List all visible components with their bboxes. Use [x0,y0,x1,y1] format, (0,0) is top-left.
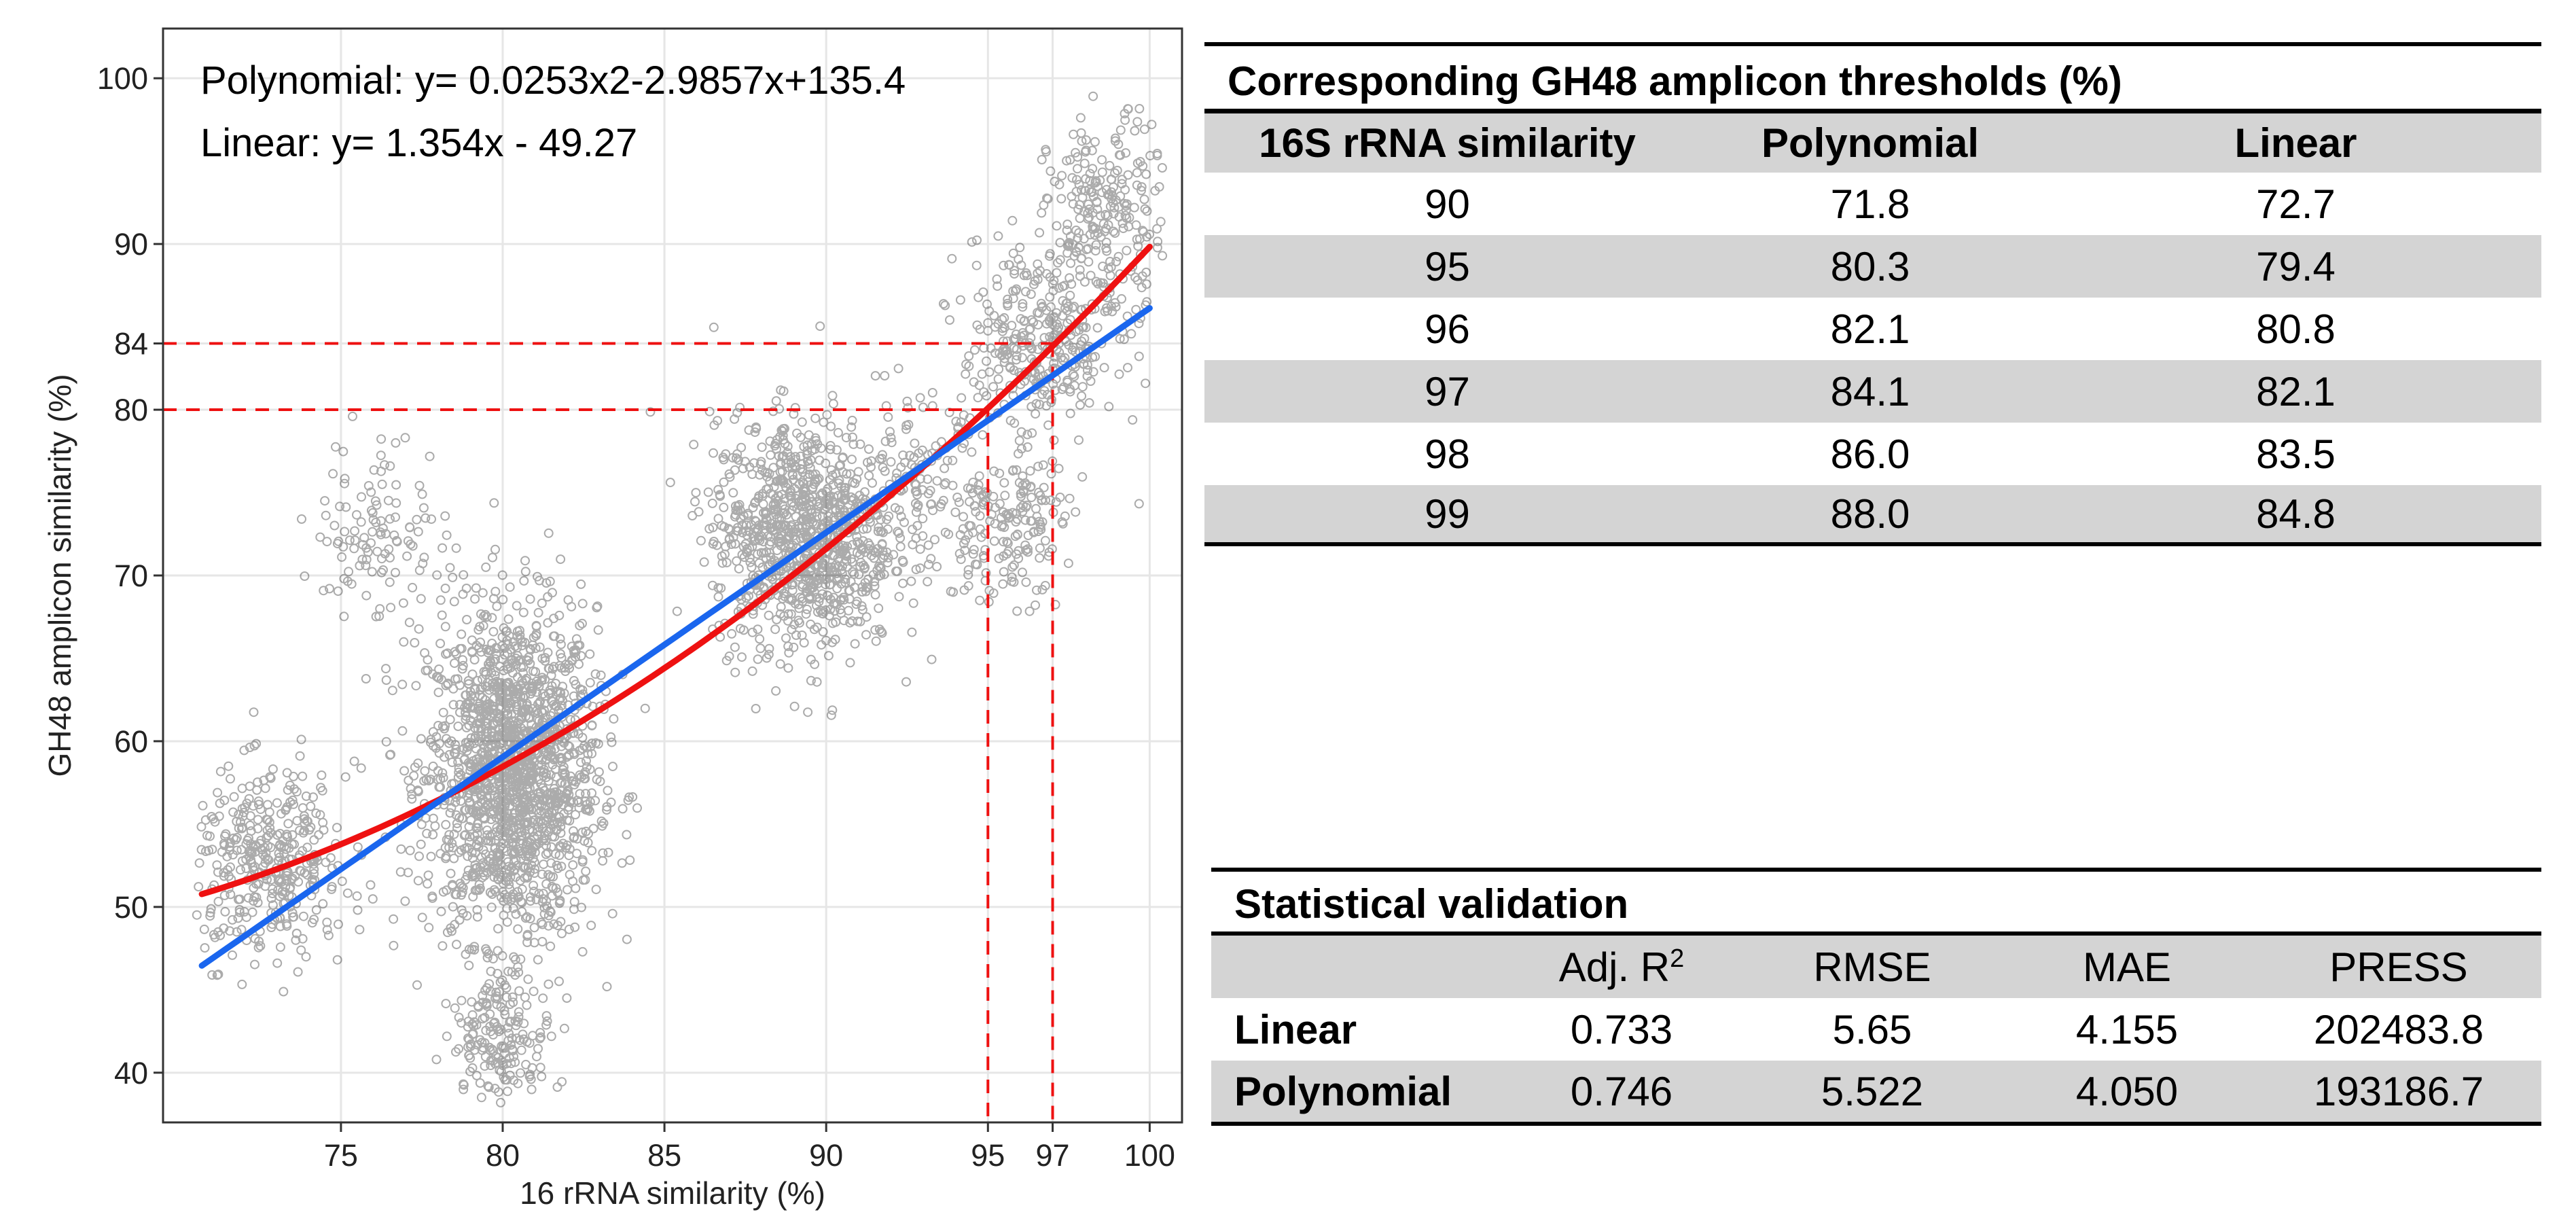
axis-ticks: 75 80 85 90 95 97 100 40 50 60 70 80 84 90 100 [97,61,1175,1173]
cell-model: Linear [1234,1006,1357,1052]
cell-polynomial: 84.1 [1830,368,1910,414]
cell-linear: 83.5 [2256,431,2336,477]
threshold-lines [163,342,1054,1122]
x-tick-label: 100 [1124,1138,1175,1173]
y-tick-label: 40 [114,1056,148,1090]
x-tick-label: 75 [324,1138,358,1173]
cell-16s: 95 [1425,243,1470,289]
bottom-rule [1211,1122,2541,1126]
scatter-chart: 75 80 85 90 95 97 100 40 50 60 70 80 84 90 100 Polynom… [42,27,1183,1211]
cell-16s: 90 [1425,181,1470,227]
x-tick-label: 95 [971,1138,1005,1173]
polynomial-fit-line [198,243,1153,898]
table-row: 98 86.0 83.5 [1204,423,2541,485]
cell-rmse: 5.522 [1821,1068,1924,1114]
x-tick-label: 97 [1035,1138,1069,1173]
table-row: 90 71.8 72.7 [1204,173,2541,235]
cell-rmse: 5.65 [1832,1006,1912,1052]
y-tick-label: 70 [114,558,148,593]
cell-16s: 96 [1425,306,1470,352]
col-header-linear: Linear [2234,120,2357,166]
x-tick-label: 90 [809,1138,843,1173]
y-tick-label: 50 [114,890,148,925]
cell-16s: 97 [1425,368,1470,414]
x-tick-label: 85 [647,1138,681,1173]
col-header-16s: 16S rRNA similarity [1259,120,1636,166]
bottom-rule [1204,542,2541,546]
adj-r-label: Adj. R [1558,944,1670,990]
cell-press: 202483.8 [2313,1006,2484,1052]
cell-adj-r2: 0.746 [1570,1068,1673,1114]
cell-linear: 84.8 [2256,491,2336,537]
cell-linear: 72.7 [2256,181,2336,227]
cell-model: Polynomial [1234,1068,1452,1114]
polynomial-equation: Polynomial: y= 0.0253x2-2.9857x+135.4 [200,58,906,103]
cell-polynomial: 80.3 [1830,243,1910,289]
x-tick-label: 80 [486,1138,520,1173]
header-rule [1204,109,2541,113]
top-rule [1204,42,2541,46]
table-row: 97 84.1 82.1 [1204,360,2541,423]
y-tick-label: 80 [114,393,148,427]
fit-lines [198,243,1153,969]
cell-mae: 4.155 [2075,1006,2179,1052]
linear-equation: Linear: y= 1.354x - 49.27 [200,121,637,165]
col-header-adj-r2: Adj. R2 [1497,944,1747,991]
validation-header-row: Adj. R2 RMSE MAE PRESS [1211,936,2541,998]
col-header-mae: MAE [2082,944,2172,990]
y-tick-label: 90 [114,227,148,262]
table-row: 95 80.3 79.4 [1204,235,2541,298]
thresholds-table-title: Corresponding GH48 amplicon thresholds (… [1228,58,2122,104]
cell-adj-r2: 0.733 [1570,1006,1673,1052]
r-squared-superscript: 2 [1670,944,1685,973]
cell-linear: 79.4 [2256,243,2336,289]
y-tick-label: 60 [114,724,148,759]
table-row: 96 82.1 80.8 [1204,298,2541,360]
validation-table-title: Statistical validation [1234,881,1629,927]
cell-linear: 82.1 [2256,368,2336,414]
cell-press: 193186.7 [2313,1068,2484,1114]
thresholds-table: Corresponding GH48 amplicon thresholds (… [1204,42,2541,546]
cell-polynomial: 88.0 [1830,491,1910,537]
thresholds-header-row: 16S rRNA similarity Polynomial Linear [1204,113,2541,173]
cell-polynomial: 82.1 [1830,306,1910,352]
cell-linear: 80.8 [2256,306,2336,352]
y-tick-label: 84 [114,326,148,361]
header-rule [1211,931,2541,936]
cell-16s: 99 [1425,491,1470,537]
top-rule [1211,868,2541,872]
grid-layer [163,29,1182,1122]
col-header-polynomial: Polynomial [1761,120,1980,166]
y-axis-title: GH48 amplicon similarity (%) [42,374,77,777]
cell-polynomial: 86.0 [1830,431,1910,477]
x-axis-title: 16 rRNA similarity (%) [520,1175,825,1211]
table-row: Linear 0.733 5.65 4.155 202483.8 [1211,998,2541,1061]
linear-fit-line [198,305,1153,969]
cell-16s: 98 [1425,431,1470,477]
validation-table: Statistical validation Adj. R2 RMSE MAE … [1211,868,2541,1126]
col-header-rmse: RMSE [1813,944,1931,990]
cell-mae: 4.050 [2075,1068,2179,1114]
col-header-press: PRESS [2329,944,2468,990]
y-tick-label: 100 [97,61,148,96]
cell-polynomial: 71.8 [1830,181,1910,227]
table-row: Polynomial 0.746 5.522 4.050 193186.7 [1211,1061,2541,1122]
table-row: 99 88.0 84.8 [1204,485,2541,542]
